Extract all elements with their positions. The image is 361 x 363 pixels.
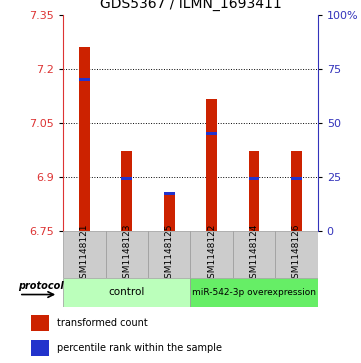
- FancyBboxPatch shape: [105, 231, 148, 278]
- FancyBboxPatch shape: [233, 231, 275, 278]
- Bar: [79, 78, 90, 81]
- Bar: [31, 340, 49, 356]
- Bar: [164, 193, 174, 231]
- Bar: [249, 177, 259, 180]
- FancyBboxPatch shape: [63, 231, 105, 278]
- Text: GSM1148123: GSM1148123: [122, 224, 131, 284]
- Bar: [291, 151, 302, 231]
- Bar: [164, 192, 174, 195]
- Bar: [79, 47, 90, 231]
- Bar: [122, 151, 132, 231]
- Bar: [206, 99, 217, 231]
- Text: transformed count: transformed count: [57, 318, 148, 328]
- Bar: [31, 315, 49, 331]
- Bar: [291, 177, 302, 180]
- Bar: [206, 132, 217, 135]
- Bar: [122, 177, 132, 180]
- FancyBboxPatch shape: [275, 231, 318, 278]
- Title: GDS5367 / ILMN_1693411: GDS5367 / ILMN_1693411: [100, 0, 281, 11]
- Text: GSM1148126: GSM1148126: [292, 224, 301, 284]
- Text: control: control: [109, 287, 145, 297]
- FancyBboxPatch shape: [148, 231, 190, 278]
- FancyBboxPatch shape: [63, 278, 190, 307]
- Text: percentile rank within the sample: percentile rank within the sample: [57, 343, 222, 353]
- Text: protocol: protocol: [18, 281, 64, 291]
- Text: miR-542-3p overexpression: miR-542-3p overexpression: [192, 288, 316, 297]
- Text: GSM1148124: GSM1148124: [249, 224, 258, 284]
- FancyBboxPatch shape: [190, 278, 318, 307]
- Bar: [249, 151, 259, 231]
- FancyBboxPatch shape: [190, 231, 233, 278]
- Text: GSM1148121: GSM1148121: [80, 224, 89, 284]
- Text: GSM1148125: GSM1148125: [165, 224, 174, 284]
- Text: GSM1148122: GSM1148122: [207, 224, 216, 284]
